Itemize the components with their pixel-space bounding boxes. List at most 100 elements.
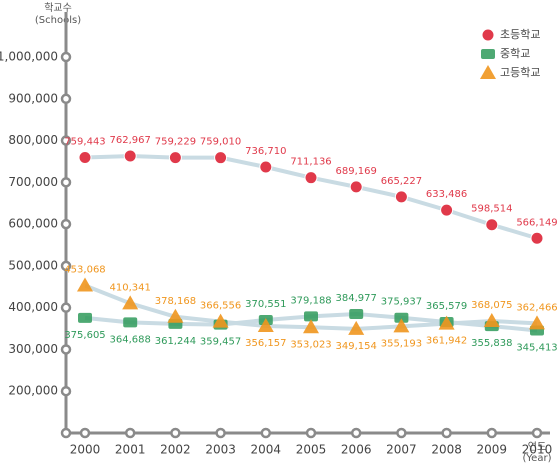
data-label: 353,023 <box>290 339 331 350</box>
data-label: 361,942 <box>426 336 467 347</box>
data-point <box>393 318 410 333</box>
y-tick-label: 200,000 <box>8 384 58 398</box>
data-label: 368,075 <box>471 300 512 311</box>
x-tick <box>350 427 362 439</box>
data-label: 356,157 <box>245 338 286 349</box>
x-tick-label: 2005 <box>296 443 327 457</box>
data-label: 364,688 <box>110 334 151 345</box>
legend-marker <box>480 65 496 79</box>
y-tick-label: 300,000 <box>8 342 58 356</box>
x-tick-label: 2001 <box>115 443 146 457</box>
data-label: 362,466 <box>516 302 557 313</box>
x-tick <box>486 427 498 439</box>
x-tick <box>441 427 452 439</box>
data-label: 349,154 <box>336 341 377 352</box>
data-point <box>394 190 408 204</box>
data-point <box>485 218 499 232</box>
data-label: 453,068 <box>64 264 105 275</box>
y-tick-label: 700,000 <box>8 175 58 189</box>
data-label: 370,551 <box>245 299 286 310</box>
x-tick-label: 2009 <box>477 443 508 457</box>
data-label: 759,010 <box>200 137 241 148</box>
data-point <box>303 319 319 334</box>
y-tick <box>60 93 72 105</box>
y-tick-label: 400,000 <box>8 300 58 314</box>
data-point <box>168 151 182 165</box>
data-point <box>529 315 545 330</box>
x-axis-title: 연도 <box>528 441 546 453</box>
y-tick-label: 1,000,000 <box>0 50 58 64</box>
y-tick <box>60 344 72 355</box>
x-tick <box>531 427 543 439</box>
x-tick <box>215 427 226 439</box>
data-label: 762,967 <box>110 135 151 146</box>
data-point <box>394 312 409 323</box>
y-tick-label: 900,000 <box>8 91 58 105</box>
data-point <box>214 151 228 165</box>
y-tick <box>60 260 72 272</box>
data-point <box>78 150 92 164</box>
x-tick <box>396 427 407 439</box>
series-line <box>84 154 538 241</box>
data-label: 365,579 <box>426 301 467 312</box>
data-point <box>78 312 92 323</box>
data-label: 736,710 <box>245 146 286 157</box>
y-tick <box>60 302 72 313</box>
x-tick-label: 2000 <box>70 443 101 457</box>
y-tick <box>60 427 72 439</box>
data-point <box>77 277 93 292</box>
data-label: 759,229 <box>155 137 196 148</box>
x-tick <box>305 427 317 439</box>
y-tick-label: 800,000 <box>8 133 58 147</box>
y-axis-subtitle: (Schools) <box>35 15 81 26</box>
data-point <box>259 160 273 174</box>
data-label: 633,486 <box>426 189 467 200</box>
legend-marker <box>481 49 495 59</box>
data-point <box>123 317 138 328</box>
data-label: 355,193 <box>381 338 422 349</box>
x-tick-label: 2006 <box>341 443 372 457</box>
data-label: 359,457 <box>200 337 241 348</box>
data-label: 384,977 <box>336 293 377 304</box>
y-tick-label: 600,000 <box>8 217 58 231</box>
x-tick-label: 2002 <box>160 443 191 457</box>
data-label: 711,136 <box>290 157 331 168</box>
y-tick <box>60 385 72 397</box>
x-tick <box>260 427 272 439</box>
y-tick <box>60 218 72 230</box>
data-label: 378,168 <box>155 296 196 307</box>
data-label: 345,413 <box>516 342 557 353</box>
data-point <box>167 308 184 323</box>
data-point <box>438 315 455 330</box>
legend-label: 고등학교 <box>500 66 540 79</box>
data-point <box>212 313 229 328</box>
x-tick <box>79 427 91 439</box>
x-tick-label: 2007 <box>386 443 417 457</box>
data-point <box>349 180 363 194</box>
x-tick-label: 2010 <box>522 443 553 457</box>
data-point <box>304 311 318 322</box>
x-tick-label: 2004 <box>251 443 282 457</box>
y-tick <box>60 51 72 63</box>
y-axis-title: 학교수 <box>44 2 72 14</box>
data-point <box>348 320 365 335</box>
data-label: 598,514 <box>471 204 512 215</box>
data-label: 375,937 <box>381 297 422 308</box>
data-label: 355,838 <box>471 338 512 349</box>
y-tick <box>60 135 72 146</box>
legend-marker <box>481 28 495 42</box>
data-label: 410,341 <box>110 282 151 293</box>
data-label: 665,227 <box>381 176 422 187</box>
data-point <box>530 231 544 245</box>
data-label: 689,169 <box>336 166 377 177</box>
data-label: 379,188 <box>290 295 331 306</box>
data-label: 361,244 <box>155 336 196 347</box>
x-tick <box>170 427 181 439</box>
data-point <box>304 171 318 185</box>
legend-label: 중학교 <box>500 47 530 60</box>
data-label: 375,605 <box>64 330 105 341</box>
x-tick-label: 2008 <box>431 443 462 457</box>
data-point <box>123 149 137 163</box>
y-tick-label: 500,000 <box>8 258 58 272</box>
